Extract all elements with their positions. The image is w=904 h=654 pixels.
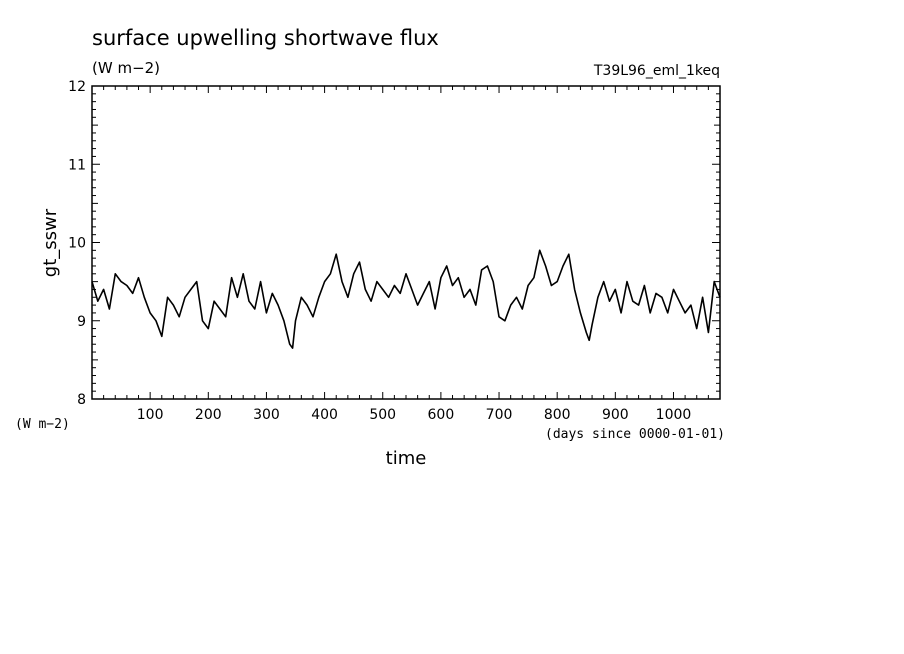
y-axis-label: gt_sswr	[40, 208, 61, 277]
series-line	[91, 249, 721, 349]
y-tick-label: 8	[77, 392, 86, 408]
y-tick-label: 10	[68, 236, 86, 252]
x-tick-label: 200	[195, 407, 222, 423]
x-tick-label: 100	[137, 407, 164, 423]
y-tick-label: 11	[68, 157, 86, 173]
x-units-label: (days since 0000-01-01)	[545, 427, 725, 442]
x-tick-label: 300	[253, 407, 280, 423]
plot-frame	[91, 85, 721, 400]
x-tick-label: 400	[311, 407, 338, 423]
x-axis-label: time	[386, 448, 427, 469]
x-tick-label: 700	[486, 407, 513, 423]
y-tick-label: 12	[68, 79, 86, 95]
series-layer	[91, 249, 721, 349]
y-tick-label: 9	[77, 314, 86, 330]
chart-title: surface upwelling shortwave flux	[92, 26, 439, 50]
run-id-label: T39L96_eml_1keq	[593, 63, 720, 79]
y-units-label: (W m−2)	[15, 417, 70, 432]
x-tick-label: 600	[428, 407, 455, 423]
x-tick-label: 1000	[656, 407, 692, 423]
x-tick-label: 500	[369, 407, 396, 423]
y-axis: 8 9 10 11 12	[68, 79, 720, 408]
x-tick-label: 800	[544, 407, 571, 423]
chart-units: (W m−2)	[92, 59, 160, 77]
x-tick-label: 900	[602, 407, 629, 423]
x-axis: 100 200 300 400 500 600 700 800 900 1000	[103, 86, 709, 423]
